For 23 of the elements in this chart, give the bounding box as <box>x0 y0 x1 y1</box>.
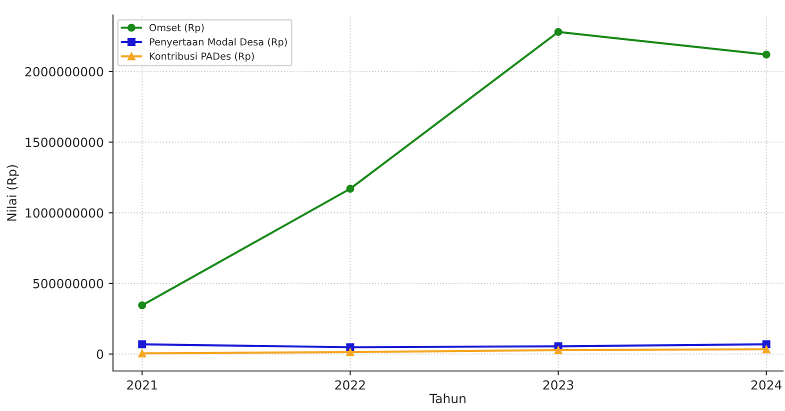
legend-label: Kontribusi PADes (Rp) <box>150 52 254 62</box>
x-tick-label: 2023 <box>543 380 574 390</box>
legend-label: Omset (Rp) <box>150 24 204 34</box>
point <box>554 346 562 354</box>
point <box>762 345 770 354</box>
y-tick-label: 500000000 <box>33 278 104 288</box>
point <box>762 50 770 59</box>
y-tick-label: 0 <box>96 350 104 359</box>
y-tick-label: 1500000000 <box>26 138 104 148</box>
point <box>138 301 146 310</box>
x-tick-label: 2022 <box>335 380 365 390</box>
point <box>346 348 354 356</box>
point <box>138 340 146 348</box>
x-tick-label: 2021 <box>127 380 157 390</box>
legend-label: Penyertaan Modal Desa (Rp) <box>150 38 287 48</box>
point <box>554 28 562 36</box>
y-axis-title: Nilai (Rp) <box>6 165 19 221</box>
y-tick-label: 2000000000 <box>25 66 104 76</box>
x-tick-label: 2024 <box>751 380 782 390</box>
x-axis-title: Tahun <box>429 394 466 404</box>
point <box>138 349 146 358</box>
point <box>346 184 354 193</box>
y-tick-label: 1000000000 <box>26 208 104 218</box>
